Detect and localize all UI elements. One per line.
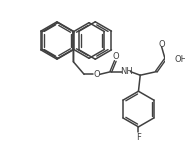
Text: OH: OH	[175, 55, 185, 64]
Text: O: O	[93, 70, 100, 79]
Text: NH: NH	[120, 67, 133, 76]
Text: F: F	[136, 133, 141, 142]
Text: O: O	[158, 40, 165, 49]
Text: O: O	[113, 52, 120, 61]
